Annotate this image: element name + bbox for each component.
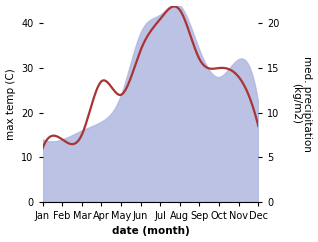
X-axis label: date (month): date (month) (112, 227, 189, 236)
Y-axis label: max temp (C): max temp (C) (5, 68, 16, 140)
Y-axis label: med. precipitation
(kg/m2): med. precipitation (kg/m2) (291, 56, 313, 152)
